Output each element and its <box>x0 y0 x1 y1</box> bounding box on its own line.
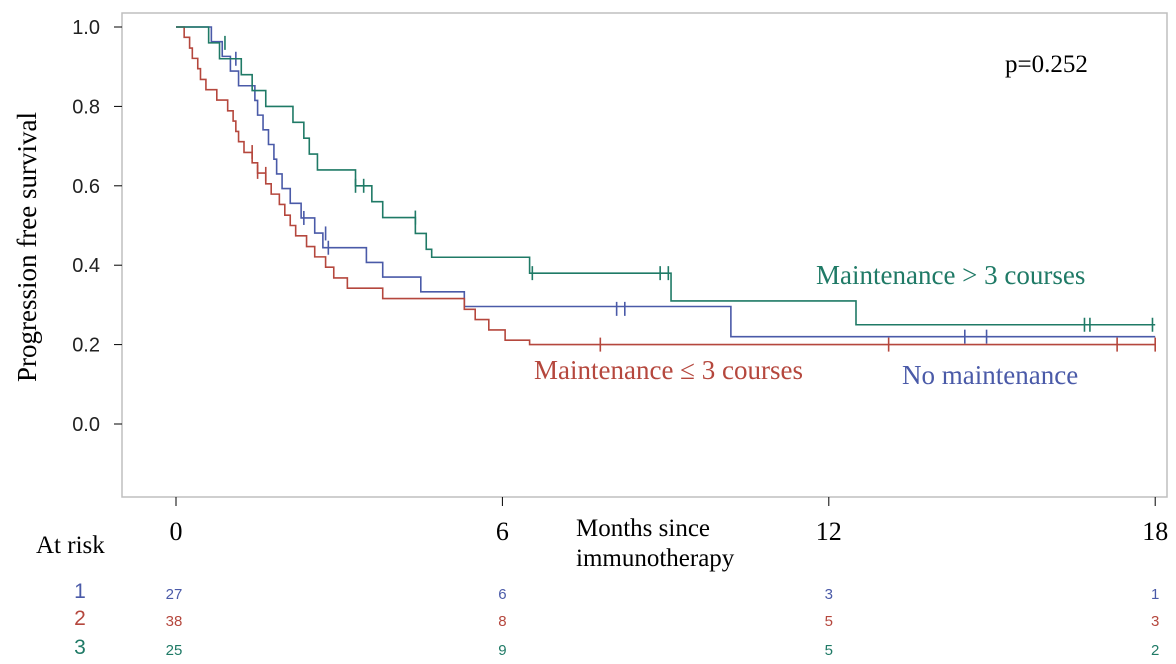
x-tick-label: 12 <box>816 517 842 546</box>
at-risk-row-label: 3 <box>74 636 86 659</box>
at-risk-count: 8 <box>498 613 506 630</box>
y-tick-label: 1.0 <box>72 17 100 39</box>
y-tick-label: 0.8 <box>72 96 100 118</box>
x-tick-label: 0 <box>170 517 183 546</box>
at-risk-count: 3 <box>1151 613 1159 630</box>
at-risk-count: 38 <box>166 613 183 630</box>
at-risk-count: 2 <box>1151 642 1159 659</box>
series-label-maintenance-gt3: Maintenance > 3 courses <box>816 260 1085 290</box>
p-value-annotation: p=0.252 <box>1005 51 1088 78</box>
at-risk-count: 25 <box>166 642 183 659</box>
plot-frame <box>122 13 1167 497</box>
at-risk-count: 1 <box>1151 586 1159 603</box>
at-risk-row-label: 1 <box>74 580 86 603</box>
series-label-no-maintenance: No maintenance <box>902 360 1078 390</box>
x-tick-label: 18 <box>1142 517 1168 546</box>
at-risk-table: 1 27 6 3 1 2 38 8 5 3 3 25 9 5 2 <box>74 580 1159 659</box>
at-risk-count: 6 <box>498 586 506 603</box>
at-risk-title: At risk <box>36 532 105 559</box>
at-risk-row-label: 2 <box>74 607 86 630</box>
y-tick-label: 0.0 <box>72 414 100 436</box>
x-tick-label: 6 <box>496 517 509 546</box>
y-tick-label: 0.2 <box>72 335 100 357</box>
at-risk-count: 9 <box>498 642 506 659</box>
y-axis-label: Progression free survival <box>12 112 42 382</box>
at-risk-count: 3 <box>825 586 833 603</box>
at-risk-count: 5 <box>825 613 833 630</box>
at-risk-count: 5 <box>825 642 833 659</box>
y-tick-label: 0.4 <box>72 255 100 277</box>
at-risk-count: 27 <box>166 586 183 603</box>
y-tick-label: 0.6 <box>72 176 100 198</box>
y-axis: 0.0 0.2 0.4 0.6 0.8 1.0 <box>72 17 122 436</box>
x-axis-label-line2: immunotherapy <box>576 545 735 572</box>
x-axis-label-line1: Months since <box>576 515 710 542</box>
series-label-maintenance-le3: Maintenance ≤ 3 courses <box>534 355 803 385</box>
